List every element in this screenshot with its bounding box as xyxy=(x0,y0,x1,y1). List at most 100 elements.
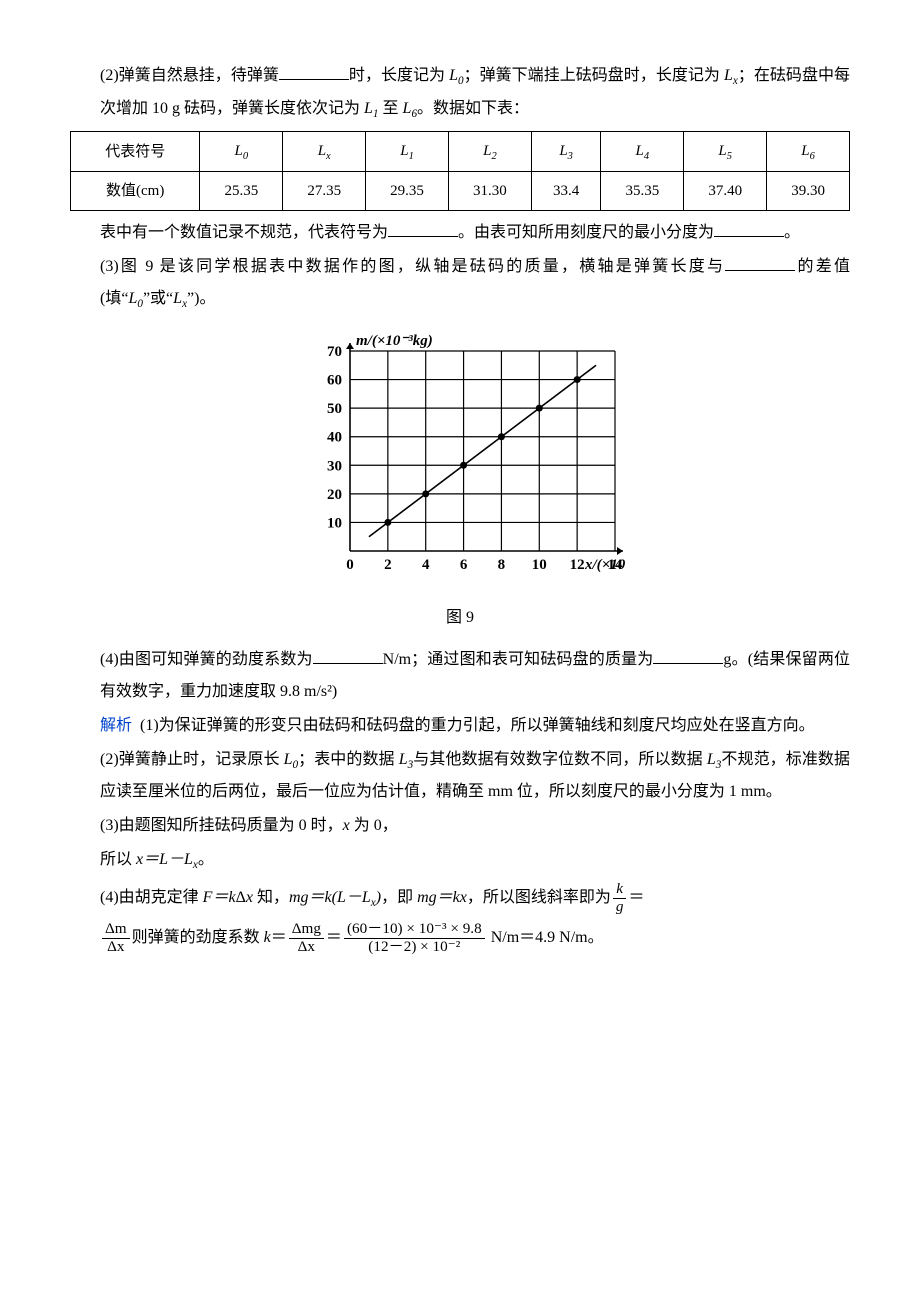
answer-4a: (4)由胡克定律 F＝kΔx 知，mg＝k(L－Lx)，即 mg＝kx，所以图线… xyxy=(100,879,850,917)
sym-L1: L1 xyxy=(364,100,379,117)
val-1: 27.35 xyxy=(283,172,366,211)
q3-optB: Lx xyxy=(173,290,187,307)
svg-text:6: 6 xyxy=(460,557,468,573)
blank-q2-1 xyxy=(279,61,349,80)
svg-text:10: 10 xyxy=(532,557,547,573)
row-label: 数值(cm) xyxy=(71,172,200,211)
col-Lx: Lx xyxy=(283,132,366,172)
a3c: 所以 xyxy=(100,851,136,868)
q4-2: N/m；通过图和表可知砝码盘的质量为 xyxy=(383,651,654,668)
a2a: (2)弹簧静止时，记录原长 xyxy=(100,751,280,768)
frac-dm-dx: ΔmΔx xyxy=(100,921,132,955)
a4a: (4)由胡克定律 xyxy=(100,889,203,906)
q2-text: (2)弹簧自然悬挂，待弹簧 xyxy=(100,67,279,84)
a4f: N/m＝4.9 N/m。 xyxy=(487,929,604,946)
svg-text:50: 50 xyxy=(327,401,342,417)
a4e: 则弹簧的劲度系数 xyxy=(132,929,264,946)
table-header-label: 代表符号 xyxy=(71,132,200,172)
q2-to: 至 xyxy=(383,100,399,117)
col-L3: L3 xyxy=(531,132,601,172)
a2-L3a: L3 xyxy=(399,751,414,768)
frac-dmg-dx: ΔmgΔx xyxy=(287,921,326,955)
answer-4b: ΔmΔx则弹簧的劲度系数 k＝ΔmgΔx＝(60－10) × 10⁻³ × 9.… xyxy=(100,919,850,957)
blank-aftab-2 xyxy=(714,219,784,238)
a2-L3b: L3 xyxy=(707,751,722,768)
col-L5: L5 xyxy=(684,132,767,172)
q2-t2: 时，长度记为 xyxy=(349,67,445,84)
sym-L0: L0 xyxy=(449,67,464,84)
val-6: 37.40 xyxy=(684,172,767,211)
question-2: (2)弹簧自然悬挂，待弹簧 时，长度记为 L0；弹簧下端挂上砝码盘时，长度记为 L… xyxy=(100,60,850,125)
table-value-row: 数值(cm) 25.35 27.35 29.35 31.30 33.4 35.3… xyxy=(71,172,850,211)
svg-text:12: 12 xyxy=(570,557,585,573)
a3a: (3)由题图知所挂砝码质量为 0 时， xyxy=(100,817,343,834)
after-table: 表中有一个数值记录不规范，代表符号为 。由表可知所用刻度尺的最小分度为 。 xyxy=(100,217,850,249)
val-2: 29.35 xyxy=(366,172,449,211)
a4c: ，即 xyxy=(381,889,417,906)
aftab-2: 。由表可知所用刻度尺的最小分度为 xyxy=(458,224,714,241)
svg-text:70: 70 xyxy=(327,344,342,360)
svg-text:m/(×10⁻³kg): m/(×10⁻³kg) xyxy=(356,333,433,349)
a3b: 为 0， xyxy=(350,817,398,834)
q2-t5: 。数据如下表： xyxy=(417,100,529,117)
svg-text:20: 20 xyxy=(327,487,342,503)
answer-3a: (3)由题图知所挂砝码质量为 0 时，x 为 0， xyxy=(100,810,850,842)
q4-1: (4)由图可知弹簧的劲度系数为 xyxy=(100,651,313,668)
col-L1: L1 xyxy=(366,132,449,172)
aftab-3: 。 xyxy=(784,224,800,241)
val-0: 25.35 xyxy=(200,172,283,211)
q3-1: (3)图 9 是该同学根据表中数据作的图，纵轴是砝码的质量，横轴是弹簧长度与 xyxy=(100,258,725,275)
ans1-text: (1)为保证弹簧的形变只由砝码和砝码盘的重力引起，所以弹簧轴线和刻度尺均应处在竖… xyxy=(140,717,815,734)
svg-text:30: 30 xyxy=(327,458,342,474)
sym-Lx: Lx xyxy=(724,67,738,84)
svg-text:x/(×10⁻²m): x/(×10⁻²m) xyxy=(584,557,625,573)
q3-mid: ”或“ xyxy=(143,290,173,307)
question-4: (4)由图可知弹簧的劲度系数为N/m；通过图和表可知砝码盘的质量为g。(结果保留… xyxy=(100,644,850,708)
svg-text:10: 10 xyxy=(327,515,342,531)
answer-2: (2)弹簧静止时，记录原长 L0；表中的数据 L3与其他数据有效数字位数不同，所… xyxy=(100,744,850,809)
aftab-1: 表中有一个数值记录不规范，代表符号为 xyxy=(100,224,388,241)
question-3: (3)图 9 是该同学根据表中数据作的图，纵轴是砝码的质量，横轴是弹簧长度与的差… xyxy=(100,251,850,316)
col-L0: L0 xyxy=(200,132,283,172)
svg-text:2: 2 xyxy=(384,557,392,573)
blank-q3 xyxy=(725,253,795,272)
chart-svg: 0246810121410203040506070m/(×10⁻³kg)x/(×… xyxy=(295,326,625,586)
col-L6: L6 xyxy=(767,132,850,172)
figure-caption: 图 9 xyxy=(70,602,850,634)
a3-eq: x＝L－Lx xyxy=(136,851,198,868)
a4-eq1: mg＝k(L－Lx) xyxy=(289,889,381,906)
a2b: ；表中的数据 xyxy=(298,751,394,768)
sym-L6: L6 xyxy=(403,100,418,117)
a2c: 与其他数据有效数字位数不同，所以数据 xyxy=(413,751,703,768)
a4b: 知， xyxy=(253,889,289,906)
svg-text:0: 0 xyxy=(346,557,354,573)
answer-1: 解析 (1)为保证弹簧的形变只由砝码和砝码盘的重力引起，所以弹簧轴线和刻度尺均应… xyxy=(100,710,850,742)
blank-aftab-1 xyxy=(388,219,458,238)
frac-big: (60－10) × 10⁻³ × 9.8(12－2) × 10⁻² xyxy=(342,921,487,955)
answer-3b: 所以 x＝L－Lx。 xyxy=(100,844,850,877)
val-5: 35.35 xyxy=(601,172,684,211)
val-7: 39.30 xyxy=(767,172,850,211)
val-3: 31.30 xyxy=(448,172,531,211)
frac-k-g: kg xyxy=(611,881,629,915)
val-4: 33.4 xyxy=(531,172,601,211)
a3d: 。 xyxy=(198,851,214,868)
data-table: 代表符号 L0 Lx L1 L2 L3 L4 L5 L6 数值(cm) 25.3… xyxy=(70,131,850,211)
chart-figure-9: 0246810121410203040506070m/(×10⁻³kg)x/(×… xyxy=(70,326,850,598)
q2-t3: ；弹簧下端挂上砝码盘时，长度记为 xyxy=(464,67,720,84)
col-L4: L4 xyxy=(601,132,684,172)
blank-q4-1 xyxy=(313,645,383,664)
answer-label: 解析 xyxy=(100,717,132,734)
svg-text:40: 40 xyxy=(327,429,342,445)
svg-text:4: 4 xyxy=(422,557,430,573)
col-L2: L2 xyxy=(448,132,531,172)
a4-F: F＝k xyxy=(203,889,236,906)
a3-x: x xyxy=(343,817,350,834)
q3-3: ”)。 xyxy=(187,290,215,307)
a4d: ，所以图线斜率即为 xyxy=(467,889,611,906)
svg-text:8: 8 xyxy=(498,557,506,573)
a2-L0: L0 xyxy=(284,751,299,768)
a4-eq2: mg＝kx xyxy=(417,889,467,906)
table-header-row: 代表符号 L0 Lx L1 L2 L3 L4 L5 L6 xyxy=(71,132,850,172)
blank-q4-2 xyxy=(653,645,723,664)
